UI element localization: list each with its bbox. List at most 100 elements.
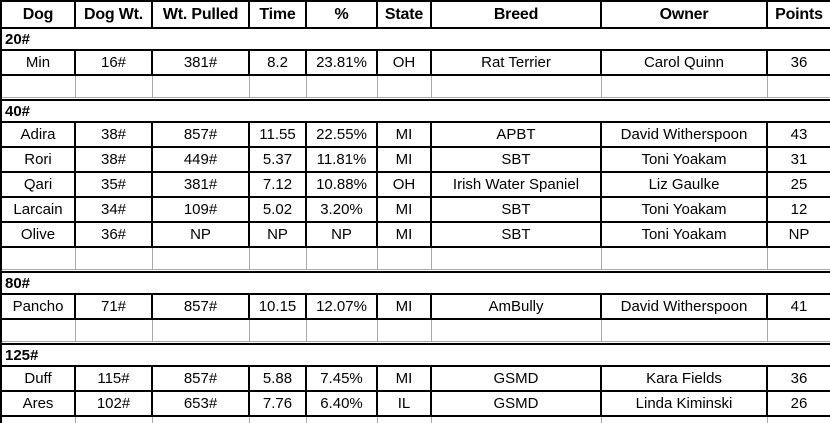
table-cell: 857#: [151, 293, 250, 320]
table-cell: Toni Yoakam: [600, 221, 768, 248]
column-header: Points: [766, 0, 830, 29]
table-cell: Larcain: [0, 196, 76, 223]
column-header: State: [376, 0, 432, 29]
spacer-cell: [0, 318, 76, 342]
table-cell: Carol Quinn: [600, 49, 768, 76]
table-cell: 6.40%: [305, 390, 378, 417]
spacer-cell: [376, 246, 432, 270]
table-row: Duff 115# 857# 5.88 7.45% MI GSMD Kara Fields 36: [0, 365, 830, 392]
spacer-row: [0, 246, 830, 270]
table-cell: MI: [376, 121, 432, 148]
spacer-cell: [376, 74, 432, 98]
table-cell: 36: [766, 49, 830, 76]
table-cell: 31: [766, 146, 830, 173]
spacer-cell: [766, 74, 830, 98]
table-cell: 5.88: [248, 365, 307, 392]
table-cell: Rat Terrier: [430, 49, 602, 76]
table-cell: Pancho: [0, 293, 76, 320]
table-cell: 449#: [151, 146, 250, 173]
weight-class-section-row: 40#: [0, 99, 830, 123]
table-cell: 7.45%: [305, 365, 378, 392]
spacer-cell: [74, 318, 153, 342]
table-cell: 5.37: [248, 146, 307, 173]
table-cell: 22.55%: [305, 121, 378, 148]
table-cell: Toni Yoakam: [600, 146, 768, 173]
table-cell: NP: [305, 221, 378, 248]
spacer-cell: [151, 74, 250, 98]
spacer-cell: [376, 318, 432, 342]
table-cell: 23.81%: [305, 49, 378, 76]
table-cell: 7.76: [248, 390, 307, 417]
spacer-cell: [151, 318, 250, 342]
table-row: Min 16# 381# 8.2 23.81% OH Rat Terrier Carol Qu…: [0, 49, 830, 76]
table-cell: 5.02: [248, 196, 307, 223]
weight-class-section-row: 80#: [0, 271, 830, 295]
table-cell: 109#: [151, 196, 250, 223]
weight-class-section-row: 125#: [0, 343, 830, 367]
table-cell: AmBully: [430, 293, 602, 320]
table-cell: 10.15: [248, 293, 307, 320]
table-cell: 38#: [74, 146, 153, 173]
spacer-cell: [248, 74, 307, 98]
table-cell: SBT: [430, 146, 602, 173]
table-cell: 8.2: [248, 49, 307, 76]
table-cell: David Witherspoon: [600, 121, 768, 148]
table-cell: 381#: [151, 49, 250, 76]
table-cell: Rori: [0, 146, 76, 173]
table-cell: MI: [376, 293, 432, 320]
section-label: 80#: [0, 271, 830, 295]
table-row: Adira 38# 857# 11.55 22.55% MI APBT David Withe…: [0, 121, 830, 148]
table-cell: 857#: [151, 121, 250, 148]
table-cell: MI: [376, 146, 432, 173]
spacer-cell: [600, 246, 768, 270]
spacer-cell: [305, 74, 378, 98]
table-cell: 12.07%: [305, 293, 378, 320]
table-cell: Ares: [0, 390, 76, 417]
table-cell: IL: [376, 390, 432, 417]
table-cell: SBT: [430, 221, 602, 248]
column-header: Wt. Pulled: [151, 0, 250, 29]
spacer-cell: [766, 246, 830, 270]
table-row: Larcain 34# 109# 5.02 3.20% MI SBT Toni Yoakam 1…: [0, 196, 830, 223]
table-cell: 7.12: [248, 171, 307, 198]
table-cell: OH: [376, 171, 432, 198]
table-row: Rori 38# 449# 5.37 11.81% MI SBT Toni Yoakam 31: [0, 146, 830, 173]
spacer-cell: [74, 246, 153, 270]
table-cell: 71#: [74, 293, 153, 320]
weight-class-section-row: 20#: [0, 27, 830, 51]
table-cell: 115#: [74, 365, 153, 392]
column-header: Owner: [600, 0, 768, 29]
spacer-cell: [430, 74, 602, 98]
spacer-cell: [0, 246, 76, 270]
spacer-cell: [248, 318, 307, 342]
table-cell: 12: [766, 196, 830, 223]
table-cell: Liz Gaulke: [600, 171, 768, 198]
column-header: Dog Wt.: [74, 0, 153, 29]
table-cell: 34#: [74, 196, 153, 223]
spacer-cell: [600, 74, 768, 98]
table-cell: 38#: [74, 121, 153, 148]
table-cell: OH: [376, 49, 432, 76]
table-cell: Linda Kiminski: [600, 390, 768, 417]
table-cell: 16#: [74, 49, 153, 76]
table-cell: NP: [766, 221, 830, 248]
column-header: Dog: [0, 0, 76, 29]
table-cell: Adira: [0, 121, 76, 148]
table-cell: NP: [151, 221, 250, 248]
table-cell: NP: [248, 221, 307, 248]
spacer-cell: [305, 318, 378, 342]
section-label: 20#: [0, 27, 830, 51]
table-cell: 41: [766, 293, 830, 320]
table-cell: 36: [766, 365, 830, 392]
table-cell: Qari: [0, 171, 76, 198]
spacer-cell: [600, 318, 768, 342]
column-header: Breed: [430, 0, 602, 29]
table-cell: MI: [376, 196, 432, 223]
table-cell: Olive: [0, 221, 76, 248]
spacer-cell: [151, 246, 250, 270]
table-row: Qari 35# 381# 7.12 10.88% OH Irish Water Spani…: [0, 171, 830, 198]
column-header: %: [305, 0, 378, 29]
table-cell: Duff: [0, 365, 76, 392]
